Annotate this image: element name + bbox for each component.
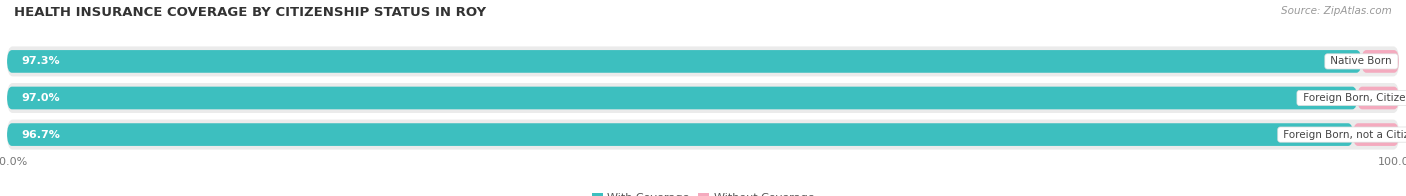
Text: Native Born: Native Born <box>1327 56 1395 66</box>
Text: Foreign Born, Citizen: Foreign Born, Citizen <box>1299 93 1406 103</box>
Legend: With Coverage, Without Coverage: With Coverage, Without Coverage <box>588 188 818 196</box>
FancyBboxPatch shape <box>7 87 1357 109</box>
Text: 96.7%: 96.7% <box>21 130 60 140</box>
FancyBboxPatch shape <box>7 46 1399 76</box>
Text: HEALTH INSURANCE COVERAGE BY CITIZENSHIP STATUS IN ROY: HEALTH INSURANCE COVERAGE BY CITIZENSHIP… <box>14 6 486 19</box>
FancyBboxPatch shape <box>1357 87 1399 109</box>
FancyBboxPatch shape <box>7 83 1399 113</box>
Text: Source: ZipAtlas.com: Source: ZipAtlas.com <box>1281 6 1392 16</box>
FancyBboxPatch shape <box>1353 123 1399 146</box>
FancyBboxPatch shape <box>7 123 1353 146</box>
Text: 97.3%: 97.3% <box>21 56 59 66</box>
FancyBboxPatch shape <box>7 50 1361 73</box>
FancyBboxPatch shape <box>7 120 1399 150</box>
Text: 97.0%: 97.0% <box>21 93 59 103</box>
Text: Foreign Born, not a Citizen: Foreign Born, not a Citizen <box>1281 130 1406 140</box>
FancyBboxPatch shape <box>1361 50 1399 73</box>
